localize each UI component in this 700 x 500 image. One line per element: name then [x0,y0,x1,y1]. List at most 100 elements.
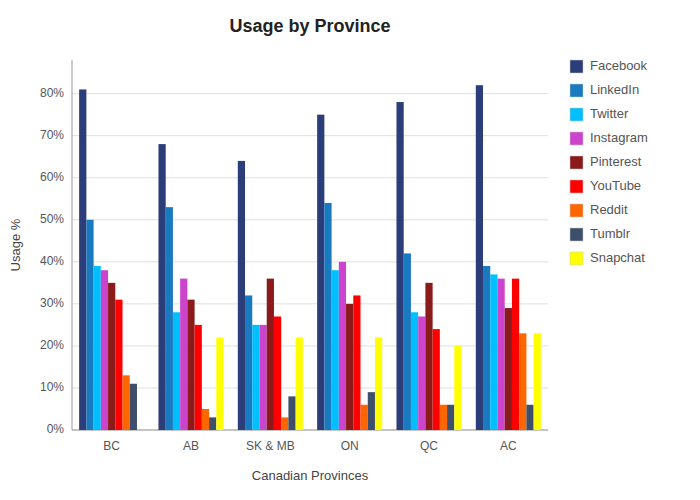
bar [123,375,130,430]
legend: Facebook LinkedIn Twitter Instagram Pinteres… [570,58,648,265]
bar [216,338,223,431]
bar [296,338,303,431]
legend-swatch [570,156,583,169]
legend-label: Twitter [590,106,629,121]
bar [418,316,425,430]
bar [79,89,86,430]
legend-swatch [570,132,583,145]
bar [288,396,295,430]
legend-label: Pinterest [590,154,642,169]
x-tick-label: AC [500,439,517,453]
bar [505,308,512,430]
bar-series [86,203,490,430]
bars [79,85,541,430]
bar-series [123,333,527,430]
x-axis: BCABSK & MBONQCAC [103,439,517,453]
bar [454,346,461,430]
bar [130,384,137,430]
legend-label: YouTube [590,178,641,193]
bar [252,325,259,430]
bar [512,279,519,430]
x-axis-label: Canadian Provinces [252,468,369,483]
bar [281,417,288,430]
bar [404,253,411,430]
bar [353,295,360,430]
bar [346,304,353,430]
y-tick-label: 20% [40,338,64,352]
bar [375,338,382,431]
bar [534,333,541,430]
bar [173,312,180,430]
y-axis-label: Usage % [8,218,23,271]
legend-label: Instagram [590,130,648,145]
bar [209,417,216,430]
legend-swatch [570,204,583,217]
bar-series [94,266,498,430]
bar [158,144,165,430]
bar [483,266,490,430]
bar [490,274,497,430]
y-tick-label: 50% [40,212,64,226]
title: Usage by Province [229,16,390,36]
x-tick-label: AB [183,439,199,453]
bar-series [115,279,519,430]
bar [447,405,454,430]
bar [166,207,173,430]
bar [108,283,115,430]
bar [519,333,526,430]
chart: 0%10%20%30%40%50%60%70%80%BCABSK & MBONQ… [0,0,700,500]
bar-series [79,85,483,430]
bar [339,262,346,430]
y-tick-label: 60% [40,170,64,184]
legend-label: Snapchat [590,250,645,265]
bar [137,430,144,431]
legend-label: Reddit [590,202,628,217]
bar [497,279,504,430]
bar-series [108,279,512,430]
bar [433,329,440,430]
bar [332,270,339,430]
legend-swatch [570,108,583,121]
y-tick-label: 0% [47,422,65,436]
bar [101,270,108,430]
legend-swatch [570,228,583,241]
bar [317,115,324,430]
legend-swatch [570,252,583,265]
bar [267,279,274,430]
page: {"chart_data": { "type": "bar", "title":… [0,0,700,500]
x-tick-label: SK & MB [246,439,295,453]
bar [245,295,252,430]
x-tick-label: ON [341,439,359,453]
y-tick-label: 30% [40,296,64,310]
bar [324,203,331,430]
legend-swatch [570,60,583,73]
bar [361,405,368,430]
y-axis: 0% 10% 20% 30% 40% 50% 60% 70% 80% [40,60,548,436]
bar-series [130,384,534,430]
bar [440,405,447,430]
bar [476,85,483,430]
bar [195,325,202,430]
bar [259,325,266,430]
bar [526,405,533,430]
bar [115,300,122,430]
bar [94,266,101,430]
y-tick-label: 10% [40,380,64,394]
legend-swatch [570,180,583,193]
bar-series [101,262,505,430]
y-tick-label: 70% [40,128,64,142]
y-tick-label: 40% [40,254,64,268]
bar [396,102,403,430]
legend-label: Facebook [590,58,648,73]
y-tick-label: 80% [40,86,64,100]
y-axis-line [72,60,73,430]
bar [368,392,375,430]
legend-label: LinkedIn [590,82,639,97]
legend-label: Tumblr [590,226,631,241]
bar [86,220,93,430]
bar [274,316,281,430]
bar [425,283,432,430]
bar-series [216,333,541,430]
bar [187,300,194,430]
bar [238,161,245,430]
